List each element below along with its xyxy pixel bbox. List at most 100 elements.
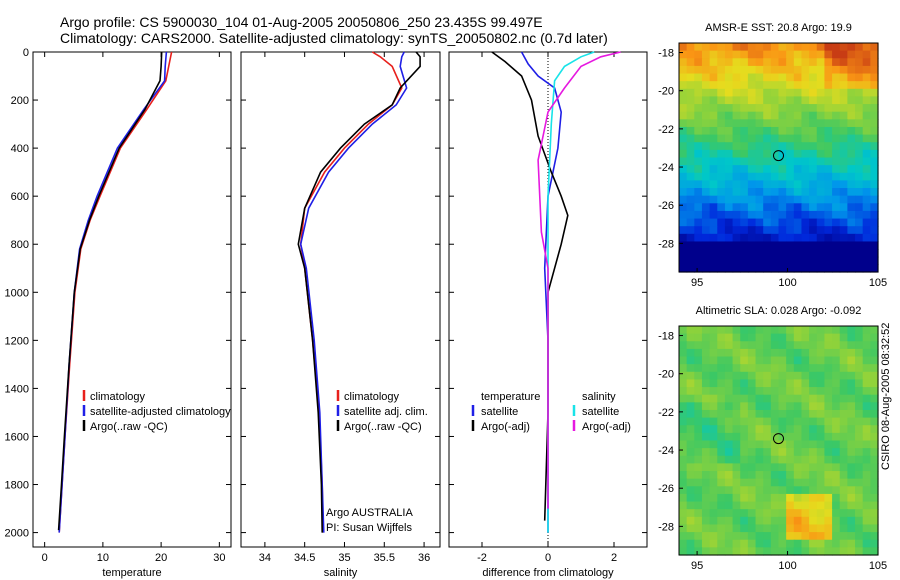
heatmap-cell [732,471,741,480]
heatmap-cell [770,249,780,258]
heatmap-cell [732,172,741,181]
heatmap-cell [870,119,879,128]
heatmap-cell [839,463,848,472]
heatmap-cell [740,111,749,120]
heatmap-cell [778,402,787,411]
heatmap-cell [862,249,871,258]
heatmap-cell [832,264,841,273]
heatmap-cell [717,165,726,174]
heatmap-cell [786,149,795,159]
heatmap-cell [770,43,780,52]
heatmap-cell [709,249,718,258]
heatmap-cell [855,448,864,457]
heatmap-cell [832,58,841,67]
y-tick-label: -26 [658,200,674,212]
heatmap-cell [747,486,757,495]
heatmap-cell [824,409,833,419]
heatmap-cell [701,119,711,128]
heatmap-cell [832,119,841,128]
heatmap-cell [724,96,734,105]
heatmap-cell [755,432,764,442]
heatmap-cell [816,394,826,403]
heatmap-cell [770,341,780,350]
legend-label: satellite-adjusted climatology [90,406,231,418]
annotation-pi: PI: Susan Wijffels [326,522,412,534]
heatmap-cell [763,50,772,59]
heatmap-cell [763,516,772,526]
heatmap-cell [847,364,856,373]
heatmap-cell [694,195,703,204]
heatmap-cell [786,478,795,487]
heatmap-cell [778,81,787,90]
heatmap-cell [847,532,856,541]
heatmap-cell [870,486,879,495]
series-line-cyan [547,51,595,533]
heatmap-cell [855,50,864,59]
heatmap-cell [701,326,711,335]
heatmap-cell [686,417,695,426]
heatmap-cell [679,218,688,227]
heatmap-cell [778,241,787,250]
heatmap-cell [778,96,787,105]
heatmap-cell [732,547,741,556]
heatmap-cell [694,58,703,67]
heatmap-cell [824,73,833,82]
heatmap-cell [724,172,734,181]
y-tick-label: 1200 [5,335,29,347]
heatmap-cell [709,539,718,548]
heatmap-cell [724,233,734,243]
heatmap-cell [801,142,810,151]
heatmap-cell [679,43,688,52]
heatmap-cell [855,81,864,90]
heatmap-cell [832,134,841,143]
heatmap-cell [770,417,780,426]
heatmap-cell [862,463,871,472]
heatmap-cell [679,142,688,151]
heatmap-cell [855,539,864,548]
heatmap-cell [770,81,780,90]
heatmap-cell [801,409,810,419]
heatmap-cell [724,478,734,487]
heatmap-cell [855,233,864,243]
heatmap-cell [770,425,780,434]
heatmap-cell [855,264,864,273]
heatmap-cell [824,256,833,265]
heatmap-cell [855,387,864,396]
heatmap-cell [847,210,856,220]
heatmap-cell [824,387,833,396]
heatmap-cell [740,104,749,113]
heatmap-cell [701,104,711,113]
heatmap-cell [809,119,818,128]
x-tick-label: 100 [778,560,796,572]
heatmap-cell [870,455,879,464]
heatmap-cell [801,50,810,59]
heatmap-cell [801,43,810,52]
heatmap-cell [709,96,718,105]
heatmap-cell [839,417,848,426]
heatmap-cell [778,493,787,503]
heatmap-cell [870,172,879,181]
legend-label: Argo(..raw -QC) [344,421,422,433]
heatmap-cell [793,73,803,82]
heatmap-cell [778,516,787,526]
heatmap-cell [740,493,749,503]
heatmap-cell [732,425,741,434]
heatmap-cell [855,371,864,381]
heatmap-cell [832,73,841,82]
heatmap-cell [686,88,695,98]
heatmap-cell [816,348,826,358]
heatmap-cell [786,516,795,526]
heatmap-cell [786,134,795,143]
heatmap-cell [755,379,764,388]
heatmap-cell [732,432,741,442]
heatmap-cell [847,516,856,526]
heatmap-cell [709,333,718,342]
heatmap-cell [770,256,780,265]
heatmap-cell [809,172,818,181]
heatmap-cell [747,440,757,449]
heatmap-cell [694,233,703,243]
heatmap-cell [778,425,787,434]
heatmap-cell [770,501,780,510]
heatmap-cell [778,417,787,426]
heatmap-cell [732,394,741,403]
